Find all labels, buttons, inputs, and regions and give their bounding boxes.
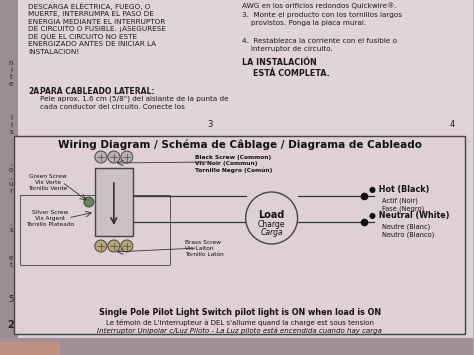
Text: Load: Load bbox=[258, 210, 285, 220]
Text: LA INSTALACIÓN
    ESTÁ COMPLETA.: LA INSTALACIÓN ESTÁ COMPLETA. bbox=[242, 58, 329, 78]
Bar bbox=[0, 338, 474, 355]
Text: Interruptor Unipolar c/Luz Piloto - La Luz piloto está encendida cuando hay carg: Interruptor Unipolar c/Luz Piloto - La L… bbox=[97, 328, 382, 334]
Text: n
i
t
e: n i t e bbox=[9, 60, 13, 87]
Text: Single Pole Pilot Light Switch pilot light is ON when load is ON: Single Pole Pilot Light Switch pilot lig… bbox=[99, 308, 381, 317]
Text: Charge: Charge bbox=[258, 220, 285, 229]
Text: 2: 2 bbox=[8, 320, 14, 330]
Text: 3.  Monte el producto con los tornillos largos
    provistos. Ponga la placa mur: 3. Monte el producto con los tornillos l… bbox=[242, 12, 401, 26]
Text: DESCARGA ELÉCTRICA, FUEGO, O
MUERTE, INTERRUMPA EL PASO DE
ENERGIA MEDIANTE EL I: DESCARGA ELÉCTRICA, FUEGO, O MUERTE, INT… bbox=[28, 2, 166, 55]
Text: ● Hot (Black): ● Hot (Black) bbox=[370, 185, 430, 194]
Text: Brass Screw
Vis Laiton
Tornillo Latón: Brass Screw Vis Laiton Tornillo Latón bbox=[185, 240, 224, 257]
Text: e
t: e t bbox=[9, 255, 13, 268]
Text: Black Screw (Common)
Vis Noir (Commun)
Tornillo Negro (Común): Black Screw (Common) Vis Noir (Commun) T… bbox=[195, 155, 272, 173]
Text: i
l
s: i l s bbox=[9, 115, 13, 135]
Text: Carga: Carga bbox=[260, 228, 283, 237]
Text: Green Screw
Vis Verte
Tornillo Verde: Green Screw Vis Verte Tornillo Verde bbox=[28, 174, 68, 191]
Circle shape bbox=[246, 192, 298, 244]
Bar bbox=[14, 136, 465, 334]
Text: Le témoin de L'interrupteur à DEL s'allume quand la charge est sous tension: Le témoin de L'interrupteur à DEL s'allu… bbox=[106, 319, 374, 326]
Circle shape bbox=[84, 197, 94, 207]
Text: ,
s: , s bbox=[9, 220, 13, 233]
Text: Pele aprox. 1.6 cm (5/8") del aislante de la punta de
cada conductor del circuit: Pele aprox. 1.6 cm (5/8") del aislante d… bbox=[40, 96, 228, 110]
Text: ,
o
,
u
r: , o , u r bbox=[9, 160, 13, 194]
Bar bbox=[95, 168, 133, 236]
Bar bbox=[20, 195, 170, 265]
Text: 3: 3 bbox=[208, 120, 213, 129]
Circle shape bbox=[108, 240, 120, 252]
Text: Neutre (Blanc)
Neutro (Blanco): Neutre (Blanc) Neutro (Blanco) bbox=[383, 223, 435, 237]
Bar bbox=[0, 342, 60, 355]
Circle shape bbox=[108, 151, 120, 163]
Circle shape bbox=[121, 240, 133, 252]
Bar bbox=[18, 0, 474, 138]
Text: 2A.: 2A. bbox=[28, 87, 42, 96]
Text: 4: 4 bbox=[450, 120, 456, 129]
Text: Wiring Diagram / Schéma de Câblage / Diagrama de Cableado: Wiring Diagram / Schéma de Câblage / Dia… bbox=[58, 140, 422, 151]
Text: Silver Screw
Vis Argent
Tornillo Plateado: Silver Screw Vis Argent Tornillo Platead… bbox=[26, 210, 74, 228]
Circle shape bbox=[95, 151, 107, 163]
Text: Actif (Noir)
Fase (Negro): Actif (Noir) Fase (Negro) bbox=[383, 197, 425, 212]
Text: ● Neutral (White): ● Neutral (White) bbox=[370, 211, 450, 220]
Text: AWG en los orificios redondos Quickwire®.: AWG en los orificios redondos Quickwire®… bbox=[242, 2, 396, 9]
Circle shape bbox=[121, 151, 133, 163]
Text: 5: 5 bbox=[9, 295, 14, 304]
Text: PARA CABLEADO LATERAL:: PARA CABLEADO LATERAL: bbox=[40, 87, 155, 96]
Circle shape bbox=[95, 240, 107, 252]
Bar bbox=[0, 0, 18, 355]
Text: 4.  Restablezca la corriente con el fusible o
    interruptor de circuito.: 4. Restablezca la corriente con el fusib… bbox=[242, 38, 397, 51]
